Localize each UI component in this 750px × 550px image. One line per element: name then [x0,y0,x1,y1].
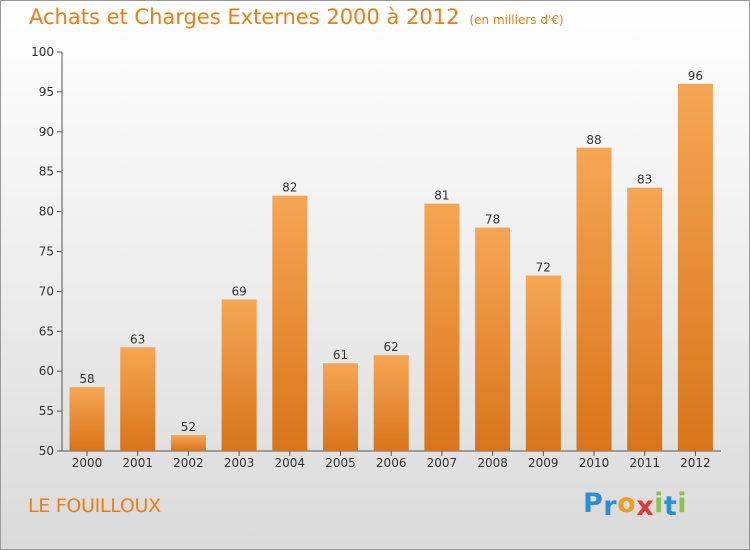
data-label: 58 [79,372,94,386]
data-label: 69 [231,284,246,298]
x-tick-label: 2008 [477,456,508,470]
bars [69,83,713,452]
y-tick-label: 75 [39,245,54,259]
bar-2006 [373,355,409,451]
x-tick-label: 2003 [224,456,255,470]
y-tick-label: 80 [39,205,54,219]
y-tick-label: 90 [39,125,54,139]
y-tick-label: 100 [31,45,54,59]
data-label: 63 [130,332,145,346]
x-tick-label: 2001 [122,456,153,470]
data-label: 72 [536,260,551,274]
y-tick-label: 65 [39,324,54,338]
data-label: 88 [586,133,601,147]
bar-2007 [424,203,460,451]
bar-2010 [576,147,612,451]
logo-letter: r [603,491,618,522]
x-tick-label: 2000 [72,456,103,470]
logo-letter: o [617,488,637,519]
bar-2011 [627,187,663,451]
bar-2009 [525,275,561,451]
x-tick-label: 2011 [629,456,660,470]
x-tick-label: 2007 [427,456,458,470]
data-label: 82 [282,181,297,195]
y-tick-label: 95 [39,85,54,99]
place-name: LE FOUILLOUX [28,495,161,517]
y-tick-label: 70 [39,284,54,298]
x-tick-label: 2005 [325,456,356,470]
data-labels: 58 63 52 69 82 61 62 81 78 72 88 83 96 [79,69,703,434]
y-tick-label: 55 [39,404,54,418]
x-tick-label: 2012 [680,456,711,470]
logo-letter: x [636,491,655,522]
data-label: 78 [485,213,500,227]
chart-title-text: Achats et Charges Externes 2000 à 2012 [29,5,460,29]
x-tick-label: 2004 [275,456,306,470]
proxiti-logo[interactable]: Proxiti [583,488,688,522]
data-label: 96 [688,69,703,83]
chart-title: Achats et Charges Externes 2000 à 2012 (e… [29,5,564,29]
x-tick-label: 2006 [376,456,407,470]
data-label: 62 [384,340,399,354]
data-label: 52 [181,420,196,434]
y-tick-label: 60 [39,364,54,378]
x-tick-label: 2009 [528,456,559,470]
logo-letter: i [677,488,688,519]
logo-letter: i [654,488,664,519]
data-label: 81 [434,189,449,203]
data-label: 61 [333,348,348,362]
bar-2012 [677,83,713,452]
logo-letter: P [583,488,604,519]
bar-2001 [120,347,156,451]
chart-subtitle: (en milliers d'€) [469,13,564,27]
bar-2003 [221,299,257,451]
x-tick-label: 2010 [579,456,610,470]
bar-2008 [475,227,511,451]
logo-letter: t [663,491,678,522]
x-axis: 2000 2001 2002 2003 2004 2005 2006 2007 2008 2009… [62,450,721,470]
y-axis: 50 55 60 65 70 75 80 85 90 95 100 [31,45,63,458]
data-label: 83 [637,173,652,187]
y-tick-label: 85 [39,165,54,179]
bar-2002 [170,435,206,451]
y-tick-label: 50 [39,444,54,458]
bar-2000 [69,387,105,451]
bar-2004 [272,195,308,451]
bar-2005 [323,363,358,451]
x-tick-label: 2002 [173,456,204,470]
